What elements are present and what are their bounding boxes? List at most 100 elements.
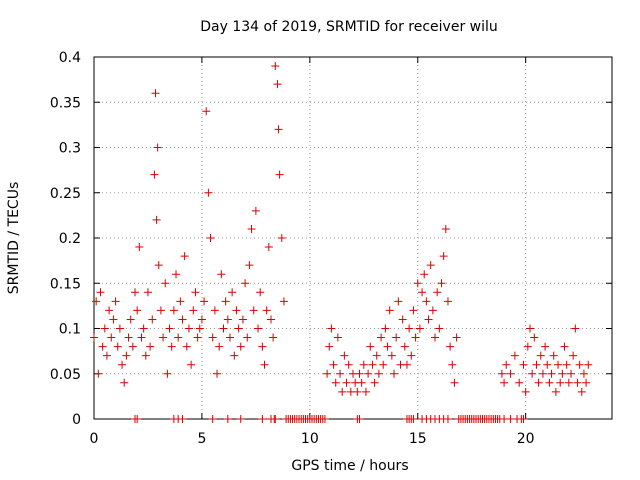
- data-point: [333, 333, 342, 342]
- data-point: [109, 315, 118, 324]
- data-point: [215, 342, 224, 351]
- data-point: [560, 342, 569, 351]
- data-point: [208, 415, 217, 423]
- data-point: [154, 261, 163, 270]
- data-point: [167, 342, 176, 351]
- data-point: [364, 369, 373, 378]
- data-point: [577, 387, 586, 396]
- data-point: [131, 288, 140, 297]
- data-point: [100, 324, 109, 333]
- data-point: [191, 288, 200, 297]
- data-point: [443, 415, 452, 423]
- data-point: [366, 342, 375, 351]
- data-point: [325, 342, 334, 351]
- data-point: [254, 324, 263, 333]
- data-point: [247, 224, 256, 233]
- data-point: [243, 333, 252, 342]
- data-point: [139, 324, 148, 333]
- data-point: [262, 306, 271, 315]
- data-point: [260, 360, 269, 369]
- data-point: [443, 297, 452, 306]
- data-point: [361, 387, 370, 396]
- data-point: [159, 333, 168, 342]
- data-point: [135, 243, 144, 252]
- data-point: [353, 387, 362, 396]
- data-point: [165, 324, 174, 333]
- data-point: [120, 378, 129, 387]
- data-point: [133, 415, 142, 423]
- data-point: [111, 297, 120, 306]
- data-point: [146, 342, 155, 351]
- data-point: [584, 360, 593, 369]
- data-point: [387, 351, 396, 360]
- data-point: [258, 415, 267, 423]
- data-point: [256, 288, 265, 297]
- data-point: [102, 351, 111, 360]
- data-point: [176, 297, 185, 306]
- data-point: [269, 333, 278, 342]
- data-point: [437, 279, 446, 288]
- data-point: [381, 324, 390, 333]
- data-point: [374, 369, 383, 378]
- data-point: [323, 369, 332, 378]
- data-point: [435, 324, 444, 333]
- data-point: [238, 315, 247, 324]
- data-point: [402, 360, 411, 369]
- data-point: [383, 342, 392, 351]
- data-point: [554, 360, 563, 369]
- data-point: [178, 415, 187, 423]
- data-point: [118, 360, 127, 369]
- data-point: [569, 351, 578, 360]
- data-point: [413, 279, 422, 288]
- data-point: [379, 360, 388, 369]
- grid-lines: [94, 57, 612, 419]
- data-point: [94, 369, 103, 378]
- x-tick-label: 0: [90, 431, 99, 447]
- data-point: [506, 369, 515, 378]
- data-point: [152, 215, 161, 224]
- data-point: [230, 351, 239, 360]
- data-point: [523, 342, 532, 351]
- data-point: [344, 360, 353, 369]
- data-point: [450, 378, 459, 387]
- data-point: [184, 324, 193, 333]
- data-point: [392, 333, 401, 342]
- data-point: [271, 415, 280, 423]
- data-point: [200, 297, 209, 306]
- data-point: [105, 306, 114, 315]
- data-point: [372, 351, 381, 360]
- data-point: [338, 387, 347, 396]
- data-point: [223, 315, 232, 324]
- data-point: [122, 351, 131, 360]
- data-point: [502, 360, 511, 369]
- data-point: [405, 324, 414, 333]
- data-point: [217, 270, 226, 279]
- data-point: [418, 288, 427, 297]
- data-point: [530, 333, 539, 342]
- x-tick-label: 10: [301, 431, 319, 447]
- data-point: [266, 315, 275, 324]
- data-point: [234, 324, 243, 333]
- data-point: [390, 369, 399, 378]
- data-point: [543, 360, 552, 369]
- data-point: [258, 342, 267, 351]
- data-point: [357, 378, 366, 387]
- data-point: [232, 306, 241, 315]
- data-point: [90, 333, 98, 342]
- data-point: [521, 387, 530, 396]
- data-point: [497, 369, 506, 378]
- data-point: [115, 324, 124, 333]
- data-point: [446, 342, 455, 351]
- data-point: [329, 360, 338, 369]
- data-point: [208, 333, 217, 342]
- data-point: [377, 333, 386, 342]
- data-point: [245, 261, 254, 270]
- y-tick-label: 0.3: [59, 141, 81, 157]
- data-point: [422, 297, 431, 306]
- y-tick-label: 0: [72, 412, 81, 428]
- data-point: [519, 360, 528, 369]
- data-point: [195, 324, 204, 333]
- data-point: [98, 342, 107, 351]
- x-axis-label: GPS time / hours: [291, 458, 408, 474]
- data-point: [169, 306, 178, 315]
